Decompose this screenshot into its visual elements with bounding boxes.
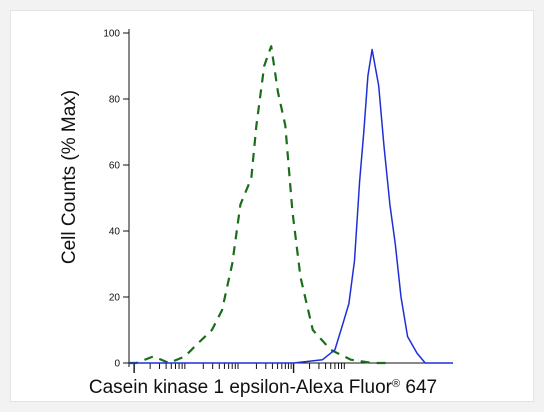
y-tick-label: 0 (114, 359, 120, 370)
series-layer (129, 45, 453, 365)
y-tick-label: 20 (109, 293, 121, 304)
y-tick-label: 40 (109, 227, 121, 238)
solid-histogram-series (129, 48, 453, 364)
chart-panel: 0 20 40 60 80 100 Cell Counts (% Max) Casein … (10, 10, 534, 402)
histogram-chart: 0 20 40 60 80 100 Cell Counts (% Max) Casein … (59, 29, 453, 398)
y-tick-label: 100 (103, 29, 120, 40)
y-tick-label: 60 (109, 161, 121, 172)
dashed-histogram-series (129, 45, 389, 365)
x-axis-title: Casein kinase 1 epsilon-Alexa Fluor® 647 (89, 377, 437, 398)
y-axis-title: Cell Counts (% Max) (59, 90, 80, 264)
x-axis-title-end: 647 (400, 377, 437, 398)
y-axis: 0 20 40 60 80 100 (103, 29, 130, 370)
x-axis-title-registered-mark: ® (392, 378, 400, 390)
x-axis-title-main: Casein kinase 1 epsilon-Alexa Fluor (89, 377, 393, 398)
x-axis (129, 362, 453, 373)
y-tick-label: 80 (109, 95, 121, 106)
